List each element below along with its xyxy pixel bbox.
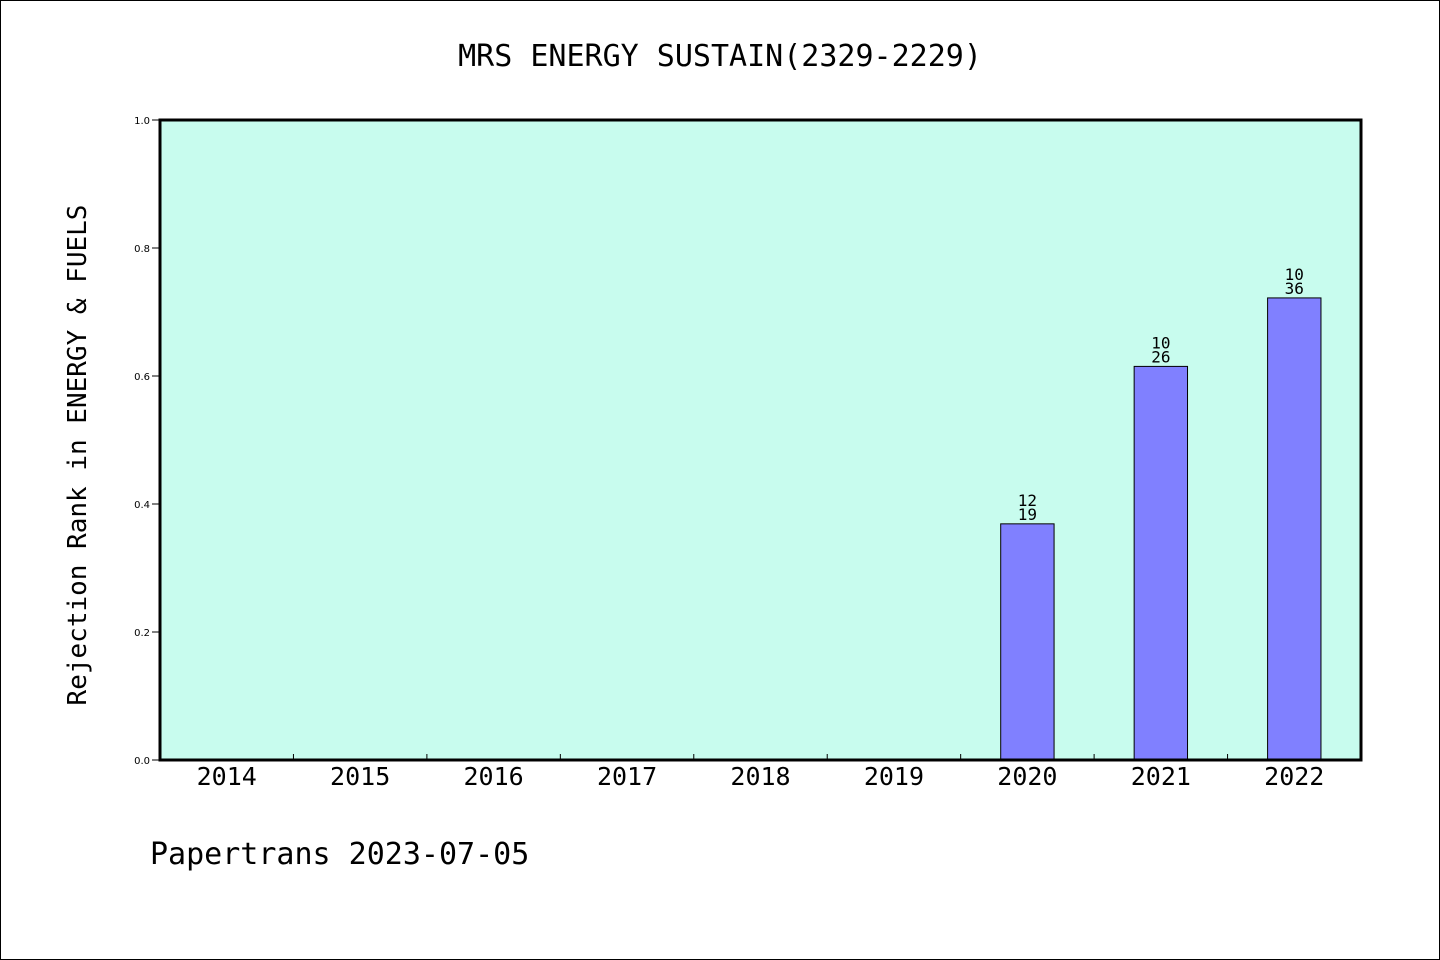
x-tick-label: 2020 — [997, 762, 1057, 791]
y-axis-label: Rejection Rank in ENERGY & FUELS — [63, 205, 93, 706]
bar-2020 — [1000, 523, 1055, 761]
y-tick-label: 0.2 — [134, 628, 150, 639]
x-tick-label: 2018 — [730, 762, 790, 791]
x-axis: 2014 2015 2016 2017 2018 2019 2020 2021 2022 — [197, 754, 1324, 791]
y-tick-label: 0.4 — [134, 500, 150, 511]
x-tick-label: 2014 — [197, 762, 257, 791]
bars-group — [1000, 297, 1322, 761]
bar-2022 — [1267, 297, 1322, 761]
bar-label-2022: 10 36 — [1285, 265, 1304, 298]
footer-credit: Papertrans 2023-07-05 — [150, 837, 529, 872]
x-tick-label: 2017 — [597, 762, 657, 791]
y-tick-label: 1.0 — [134, 116, 150, 127]
bar-label-2020: 12 19 — [1018, 491, 1037, 524]
x-tick-label: 2019 — [864, 762, 924, 791]
x-tick-label: 2016 — [464, 762, 524, 791]
chart-title: MRS ENERGY SUSTAIN(2329-2229) — [458, 39, 982, 74]
bar-labels-group: 12 19 10 26 10 36 — [1018, 265, 1304, 524]
bar-2021 — [1133, 365, 1189, 761]
y-axis-label-group: Rejection Rank in ENERGY & FUELS — [63, 205, 93, 706]
y-tick-label: 0.8 — [134, 244, 150, 255]
y-axis: 0.0 0.2 0.4 0.6 0.8 1.0 — [134, 116, 160, 767]
y-tick-label: 0.0 — [134, 756, 150, 767]
x-tick-label: 2015 — [330, 762, 390, 791]
x-tick-label: 2022 — [1264, 762, 1324, 791]
x-tick-label: 2021 — [1131, 762, 1191, 791]
y-tick-label: 0.6 — [134, 372, 150, 383]
plot-border — [158, 118, 1363, 762]
bar-label-2021: 10 26 — [1151, 333, 1170, 366]
